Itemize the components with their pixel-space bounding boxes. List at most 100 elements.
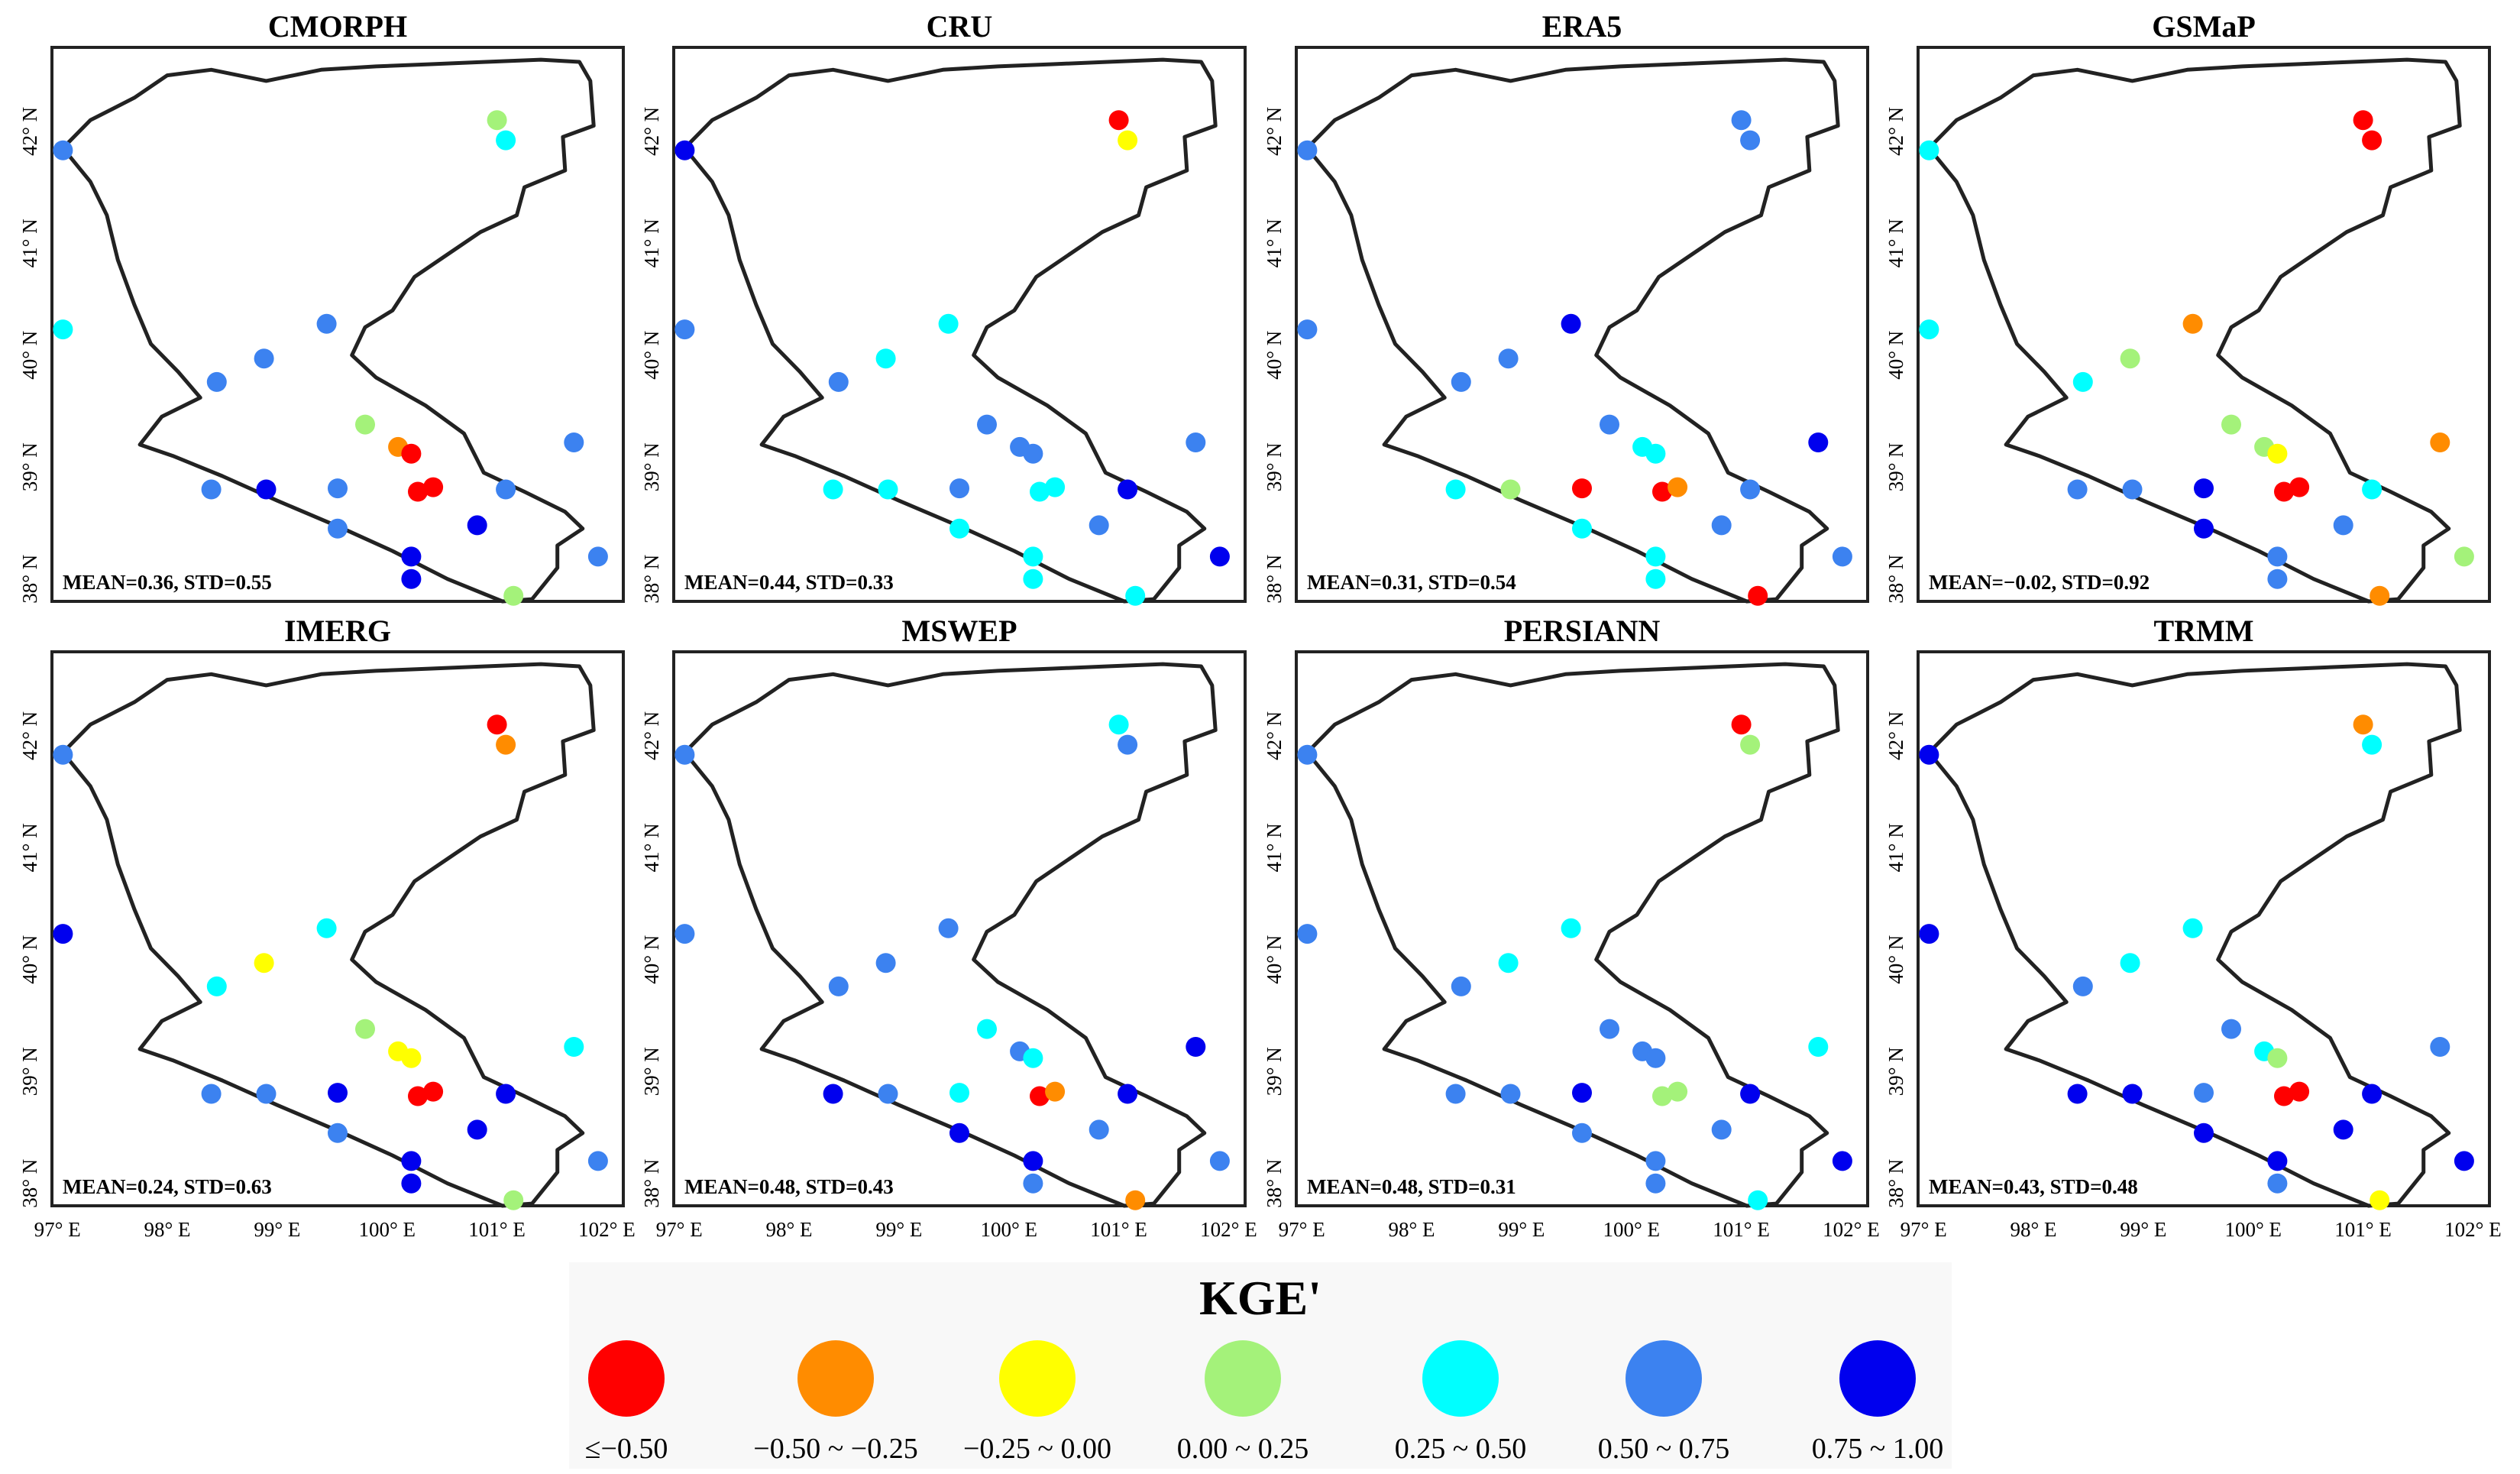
station-point [977, 1019, 997, 1039]
station-point [2221, 1019, 2241, 1039]
station-point [2221, 414, 2241, 435]
lat-tick-label: 40° N [18, 935, 41, 984]
station-point [674, 744, 695, 765]
panel-stats: MEAN=0.44, STD=0.33 [684, 571, 894, 594]
station-point [1808, 1037, 1829, 1057]
map-panel-gsmap: GSMaP 38° N 39° N 40° N 41° N 42° N MEAN=−0.02… [1884, 9, 2491, 606]
legend-label: −0.25 ~ 0.00 [963, 1433, 1111, 1465]
station-point [1645, 1048, 1666, 1068]
station-point [949, 518, 969, 539]
station-point [1500, 1084, 1521, 1104]
station-point [1030, 481, 1050, 502]
lon-tick-label: 99° E [1498, 1218, 1545, 1241]
station-point [201, 1084, 222, 1104]
legend-swatch [797, 1340, 874, 1417]
lat-tick-label: 42° N [1884, 711, 1907, 760]
panel-stats: MEAN=−0.02, STD=0.92 [1929, 571, 2150, 594]
station-point [949, 478, 969, 499]
station-point [977, 414, 997, 435]
station-point [1919, 924, 1939, 944]
lat-tick-label: 39° N [1263, 1047, 1286, 1096]
station-point [1186, 1037, 1206, 1057]
station-point [401, 1048, 422, 1068]
lon-tick-label: 100° E [980, 1218, 1037, 1241]
station-point [2353, 714, 2373, 735]
lat-tick-label: 41° N [1884, 823, 1907, 872]
station-point [2072, 371, 2093, 392]
station-point [408, 1086, 428, 1106]
station-point [2362, 130, 2383, 151]
station-point [1561, 313, 1581, 334]
station-point [875, 953, 896, 973]
lat-tick-label: 40° N [640, 935, 663, 984]
legend-swatch [1839, 1340, 1916, 1417]
station-point [1125, 1190, 1146, 1210]
lon-tick-label: 98° E [766, 1218, 813, 1241]
panel-stats: MEAN=0.31, STD=0.54 [1307, 571, 1516, 594]
station-point [875, 348, 896, 369]
station-point [1731, 110, 1752, 131]
map-panel-imerg: IMERG 38° N 39° N 40° N 41° N 42° N MEAN=0.24,… [18, 614, 625, 1210]
station-point [1089, 515, 1109, 536]
map-panel-cmorph: CMORPH 38° N 39° N 40° N 41° N 42° N MEAN=0.36… [18, 9, 625, 606]
lat-tick-label: 41° N [1263, 219, 1286, 267]
station-point [1118, 479, 1138, 500]
station-point [2120, 348, 2140, 369]
station-point [2333, 1119, 2353, 1140]
station-point [401, 443, 422, 464]
station-point [2353, 110, 2373, 131]
station-point [423, 1081, 444, 1102]
station-point [2194, 1083, 2214, 1103]
station-point [503, 585, 524, 606]
station-point [2194, 1123, 2214, 1143]
lon-tick-label: 98° E [144, 1218, 191, 1241]
station-point [2267, 569, 2288, 589]
station-point [2267, 1048, 2288, 1068]
lon-tick-label: 100° E [1603, 1218, 1660, 1241]
x-axis-labels: 97° E 98° E 99° E 100° E 101° E 102° E 97° E 98… [34, 1218, 2502, 1241]
station-point [2194, 518, 2214, 539]
lat-tick-label: 39° N [1884, 442, 1907, 491]
station-point [401, 1173, 422, 1194]
station-point [1451, 371, 1471, 392]
station-point [674, 924, 695, 944]
legend-title: KGE' [1199, 1271, 1321, 1325]
station-point [316, 313, 337, 334]
lon-tick-label: 98° E [2011, 1218, 2057, 1241]
station-point [2274, 481, 2294, 502]
station-point [2267, 546, 2288, 567]
station-point [1668, 477, 1688, 497]
lat-tick-label: 42° N [18, 711, 41, 760]
station-point [1645, 569, 1666, 589]
lat-tick-label: 42° N [1884, 107, 1907, 156]
station-point [2267, 1173, 2288, 1194]
station-point [53, 140, 73, 160]
map-panel-persiann: PERSIANN 38° N 39° N 40° N 41° N 42° N MEAN=0.… [1263, 614, 1869, 1210]
station-point [2362, 734, 2383, 755]
station-point [1748, 585, 1768, 606]
lat-tick-label: 38° N [1884, 1159, 1907, 1208]
station-point [2430, 1037, 2450, 1057]
station-point [2333, 515, 2353, 536]
station-point [467, 1119, 487, 1140]
lat-tick-label: 41° N [18, 219, 41, 267]
station-point [355, 414, 375, 435]
map-panel-era5: ERA5 38° N 39° N 40° N 41° N 42° N MEAN=0.31, … [1263, 9, 1869, 606]
station-point [1832, 1151, 1852, 1171]
station-point [1498, 348, 1519, 369]
panel-stats: MEAN=0.24, STD=0.63 [63, 1175, 272, 1198]
lon-tick-label: 102° E [1823, 1218, 1880, 1241]
station-point [1600, 414, 1619, 435]
station-point [401, 546, 422, 567]
station-point [1297, 744, 1318, 765]
legend-swatch [588, 1340, 665, 1417]
station-point [467, 515, 487, 536]
station-point [487, 110, 507, 131]
legend-label: 0.00 ~ 0.25 [1177, 1433, 1309, 1465]
station-point [1023, 546, 1043, 567]
station-point [2289, 1081, 2310, 1102]
lat-tick-label: 39° N [640, 1047, 663, 1096]
station-point [1731, 714, 1752, 735]
station-point [2182, 918, 2203, 938]
lat-tick-label: 38° N [1263, 1159, 1286, 1208]
